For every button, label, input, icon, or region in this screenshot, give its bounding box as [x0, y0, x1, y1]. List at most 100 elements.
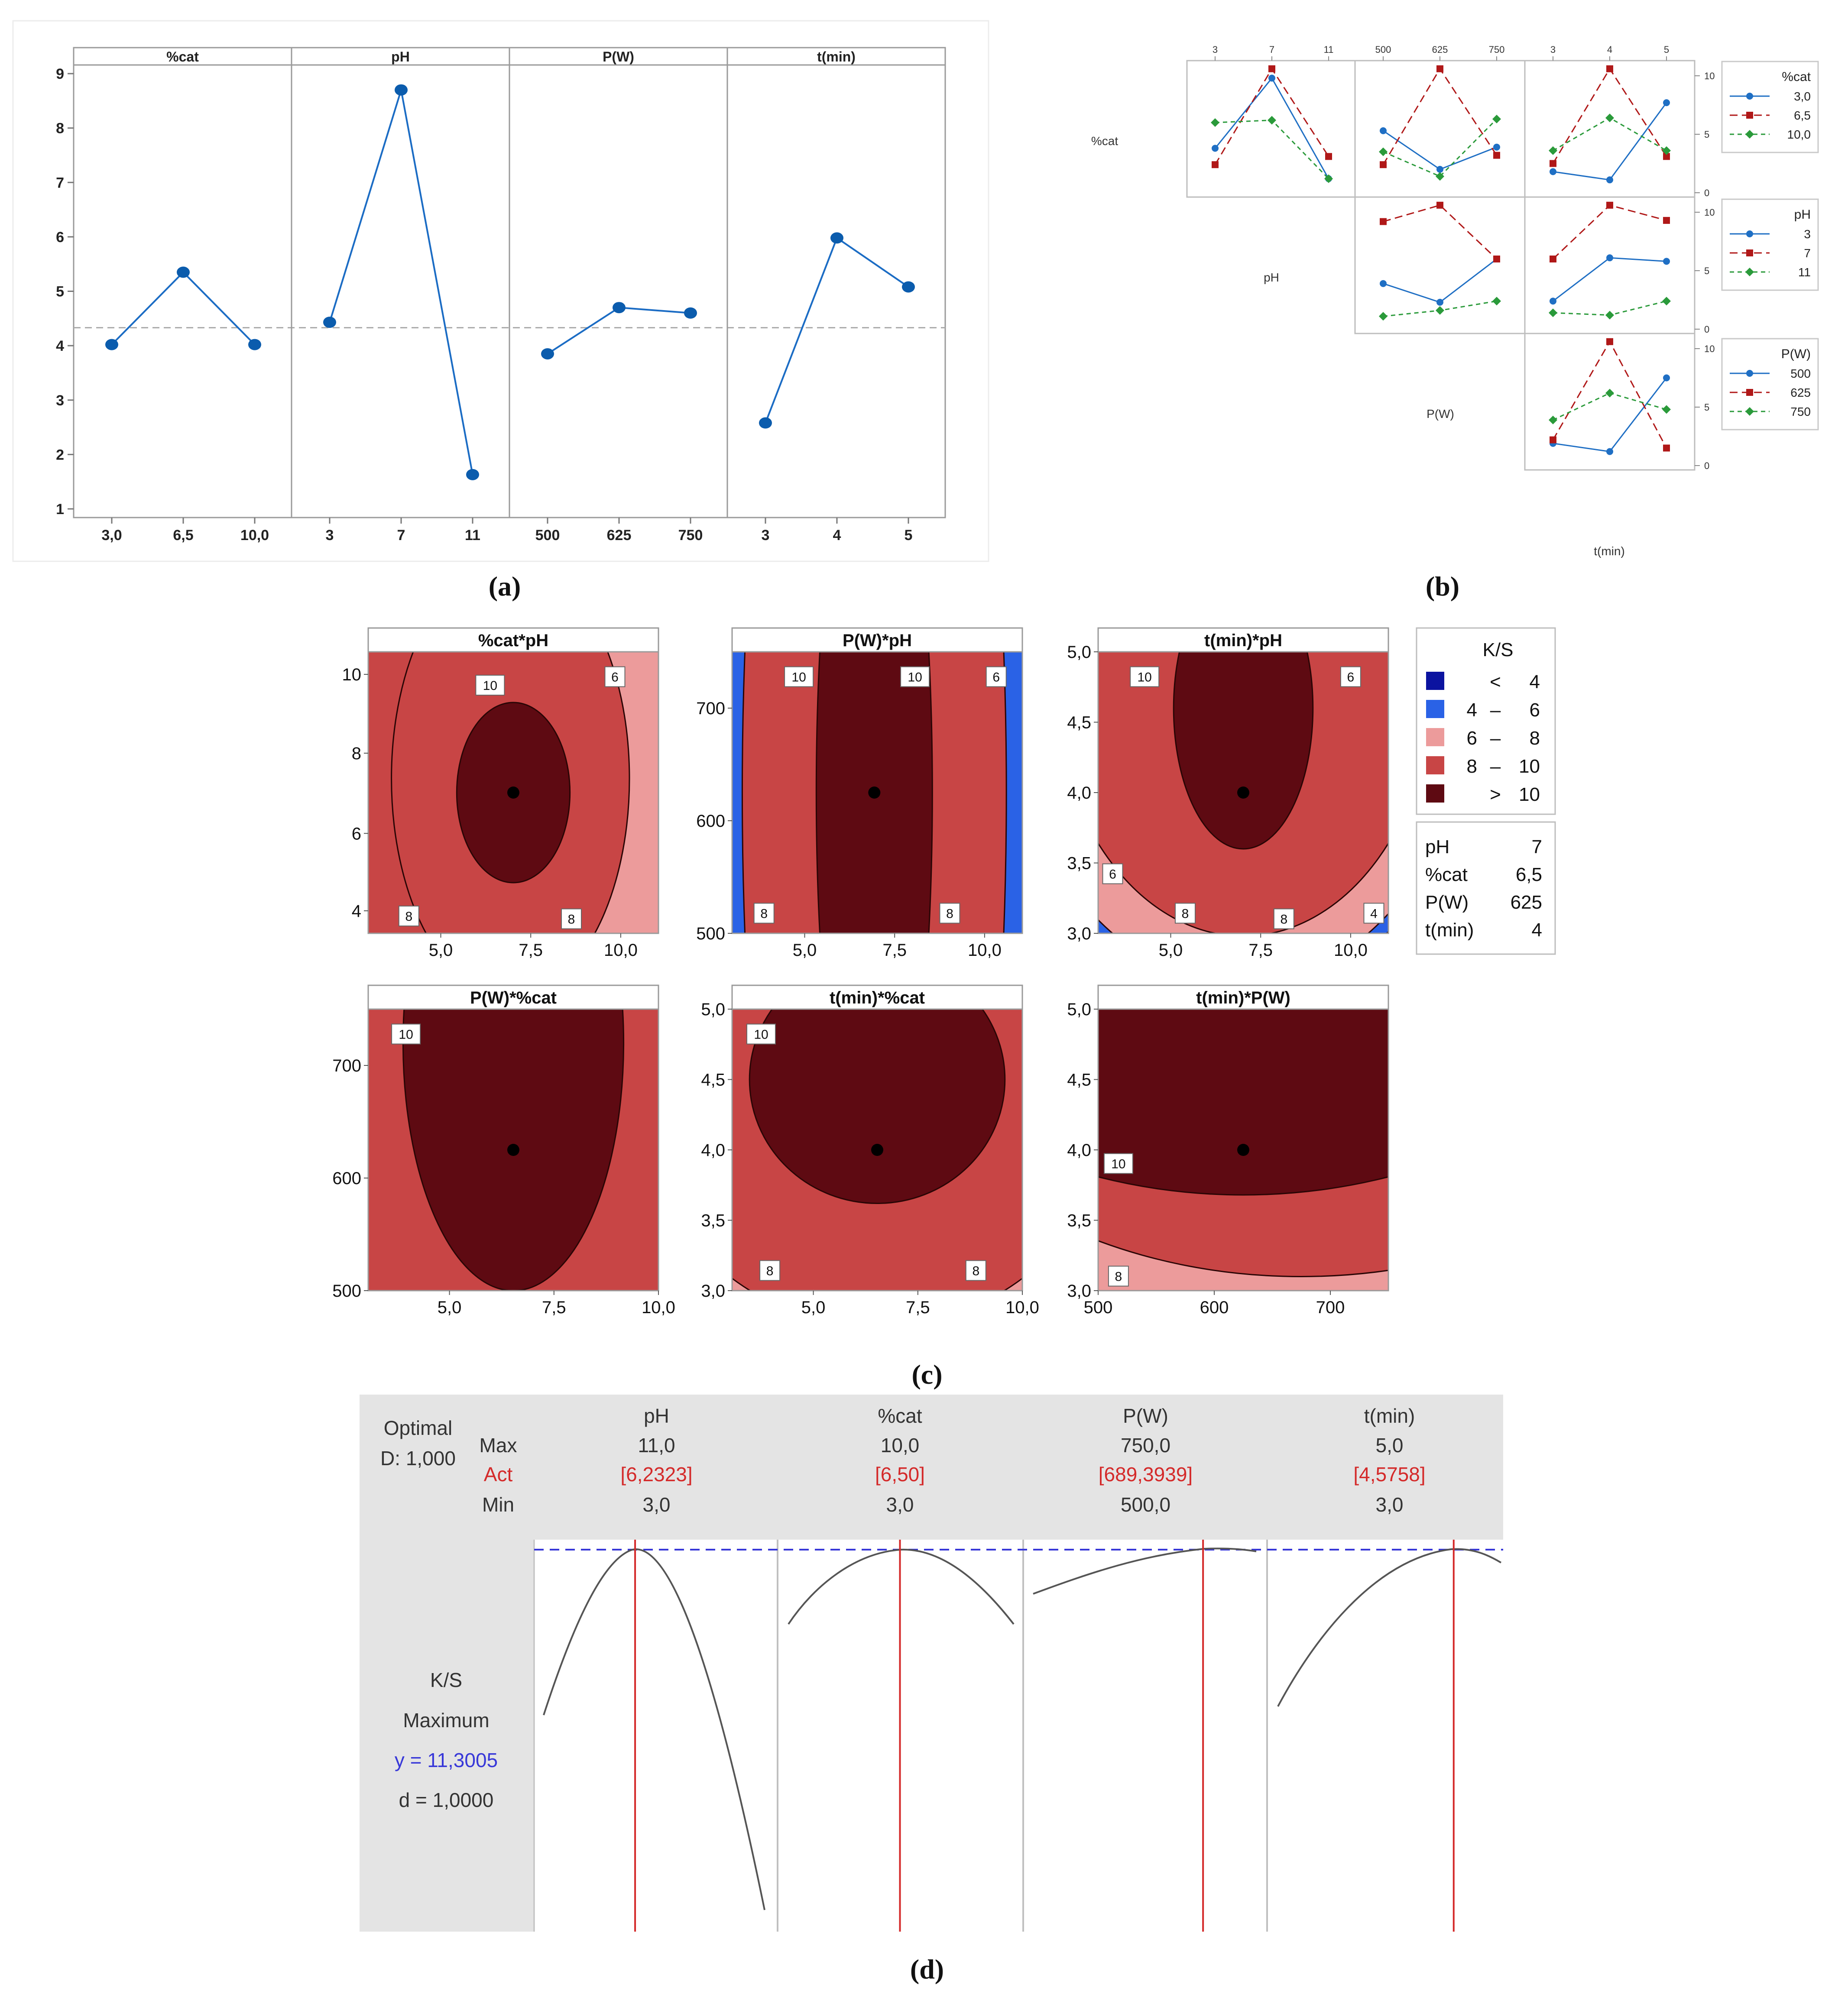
x-tick-label: 10,0 [642, 1298, 675, 1317]
factor-min: 500,0 [1121, 1493, 1170, 1516]
x-tick-label: 3 [1213, 44, 1218, 55]
x-tick-label: 10,0 [1005, 1298, 1039, 1317]
factor-name: pH [644, 1405, 669, 1427]
y-tick-label: 6 [56, 229, 64, 246]
series-marker [1380, 218, 1387, 225]
series-marker [1325, 153, 1332, 160]
y-tick-label: 3,0 [701, 1282, 725, 1301]
y-tick-label: 600 [696, 812, 725, 831]
legend-entry: 6,5 [1794, 109, 1811, 122]
x-tick-label: 7,5 [906, 1298, 930, 1317]
contour-level-label: 8 [760, 907, 768, 921]
x-tick-label: 3,0 [101, 527, 122, 544]
contour-charts: %cat*pH 10 6 8 8 5,0 7,5 10,0 4 6 8 10 P(W)*pH 10 10 6 8… [332, 627, 1556, 1317]
x-tick-label: 5,0 [438, 1298, 462, 1317]
response-goal: Maximum [403, 1709, 489, 1732]
contour-level-label: 10 [399, 1028, 413, 1042]
x-tick-label: 11 [465, 527, 480, 544]
x-tick-label: 7,5 [542, 1298, 566, 1317]
y-tick-label: 9 [56, 66, 64, 82]
x-tick-label: 7,5 [519, 941, 543, 960]
x-tick-label: 750 [678, 527, 703, 544]
contour-level-label-box [1130, 666, 1160, 687]
legend-entry: 3,0 [1794, 90, 1811, 103]
y-tick-label: 5,0 [1067, 1000, 1091, 1019]
legend-range-operator: – [1490, 756, 1501, 777]
y-tick-label: 4,0 [1067, 1141, 1091, 1160]
y-tick-label: 5,0 [1067, 643, 1091, 662]
factor-min: 3,0 [886, 1493, 914, 1516]
y-tick-label: 4,5 [1067, 1071, 1091, 1090]
y-tick-label: 3,5 [701, 1211, 725, 1230]
series-marker [1436, 65, 1443, 72]
contour-level-label-box [1340, 666, 1361, 687]
contour-panel-header [367, 627, 659, 653]
contour-level-label: 10 [754, 1028, 768, 1042]
legend-range-high: 10 [1519, 756, 1540, 777]
contour-level-label-box [965, 1260, 986, 1281]
x-tick-label: 4 [833, 527, 841, 544]
row-label: pH [1264, 271, 1279, 284]
legend-marker [1746, 112, 1753, 119]
x-tick-label: 625 [1432, 44, 1448, 55]
factor-min: 3,0 [643, 1493, 671, 1516]
y-tick-label: 3,5 [1067, 1211, 1091, 1230]
legend-marker [1746, 370, 1753, 377]
x-tick-label: 5,0 [429, 941, 453, 960]
legend-marker [1746, 93, 1753, 100]
legend-range-high: 10 [1519, 784, 1540, 805]
series-marker [1663, 99, 1670, 107]
series-marker [1379, 147, 1388, 156]
factor-min: 3,0 [1376, 1493, 1404, 1516]
data-point [105, 339, 118, 350]
panel-header [73, 47, 292, 66]
data-point [323, 317, 336, 328]
series-marker [1663, 153, 1670, 160]
x-tick-label: 10,0 [240, 527, 269, 544]
series-marker [1662, 297, 1671, 306]
series-marker [1605, 388, 1614, 398]
legend-range-low: 8 [1467, 756, 1477, 777]
series-marker [1550, 256, 1556, 262]
x-tick-label: 3 [1550, 44, 1556, 55]
series-marker [1606, 254, 1613, 262]
contour-level-label-box [1273, 908, 1294, 929]
y-tick-label: 600 [332, 1169, 361, 1188]
factor-max: 750,0 [1121, 1434, 1170, 1457]
hold-variable-value: 4 [1532, 919, 1542, 941]
hold-point-marker [868, 787, 881, 799]
legend-entry: 10,0 [1787, 128, 1811, 141]
x-tick-label: 7,5 [882, 941, 907, 960]
factor-current-setting: [4,5758] [1353, 1463, 1425, 1486]
contour-level-label-box [398, 906, 419, 926]
contour-level-label: 10 [483, 679, 497, 693]
individual-desirability: d = 1,0000 [399, 1789, 494, 1811]
contour-panel-title: t(min)*pH [1204, 631, 1282, 650]
factor-name: %cat [878, 1405, 922, 1427]
x-tick-label: 500 [535, 527, 560, 544]
optimizer-plot-area [534, 1540, 1503, 1932]
data-point [248, 339, 261, 350]
interaction-legend [1721, 198, 1819, 291]
y-tick-label: 500 [332, 1282, 361, 1301]
series-marker [1492, 114, 1501, 123]
legend-range-operator: < [1490, 671, 1501, 693]
x-tick-label: 600 [1200, 1298, 1229, 1317]
contour-panel-header [731, 627, 1023, 653]
series-marker [1663, 217, 1670, 224]
series-marker [1493, 152, 1500, 159]
legend-range-low: 4 [1467, 699, 1477, 721]
series-marker [1550, 436, 1556, 443]
contour-level-label-box [561, 908, 582, 929]
series-marker [1436, 166, 1443, 173]
contour-level-label-box [475, 675, 505, 696]
y-tick-label: 0 [1704, 460, 1709, 471]
row-label: %cat [1091, 134, 1118, 148]
data-point [684, 307, 697, 319]
data-point [902, 281, 915, 293]
legend-entry: 7 [1804, 246, 1811, 260]
y-tick-label: 0 [1704, 188, 1709, 198]
response-name: K/S [430, 1669, 462, 1691]
y-tick-label: 700 [332, 1056, 361, 1075]
legend-range-low: 6 [1467, 728, 1477, 749]
